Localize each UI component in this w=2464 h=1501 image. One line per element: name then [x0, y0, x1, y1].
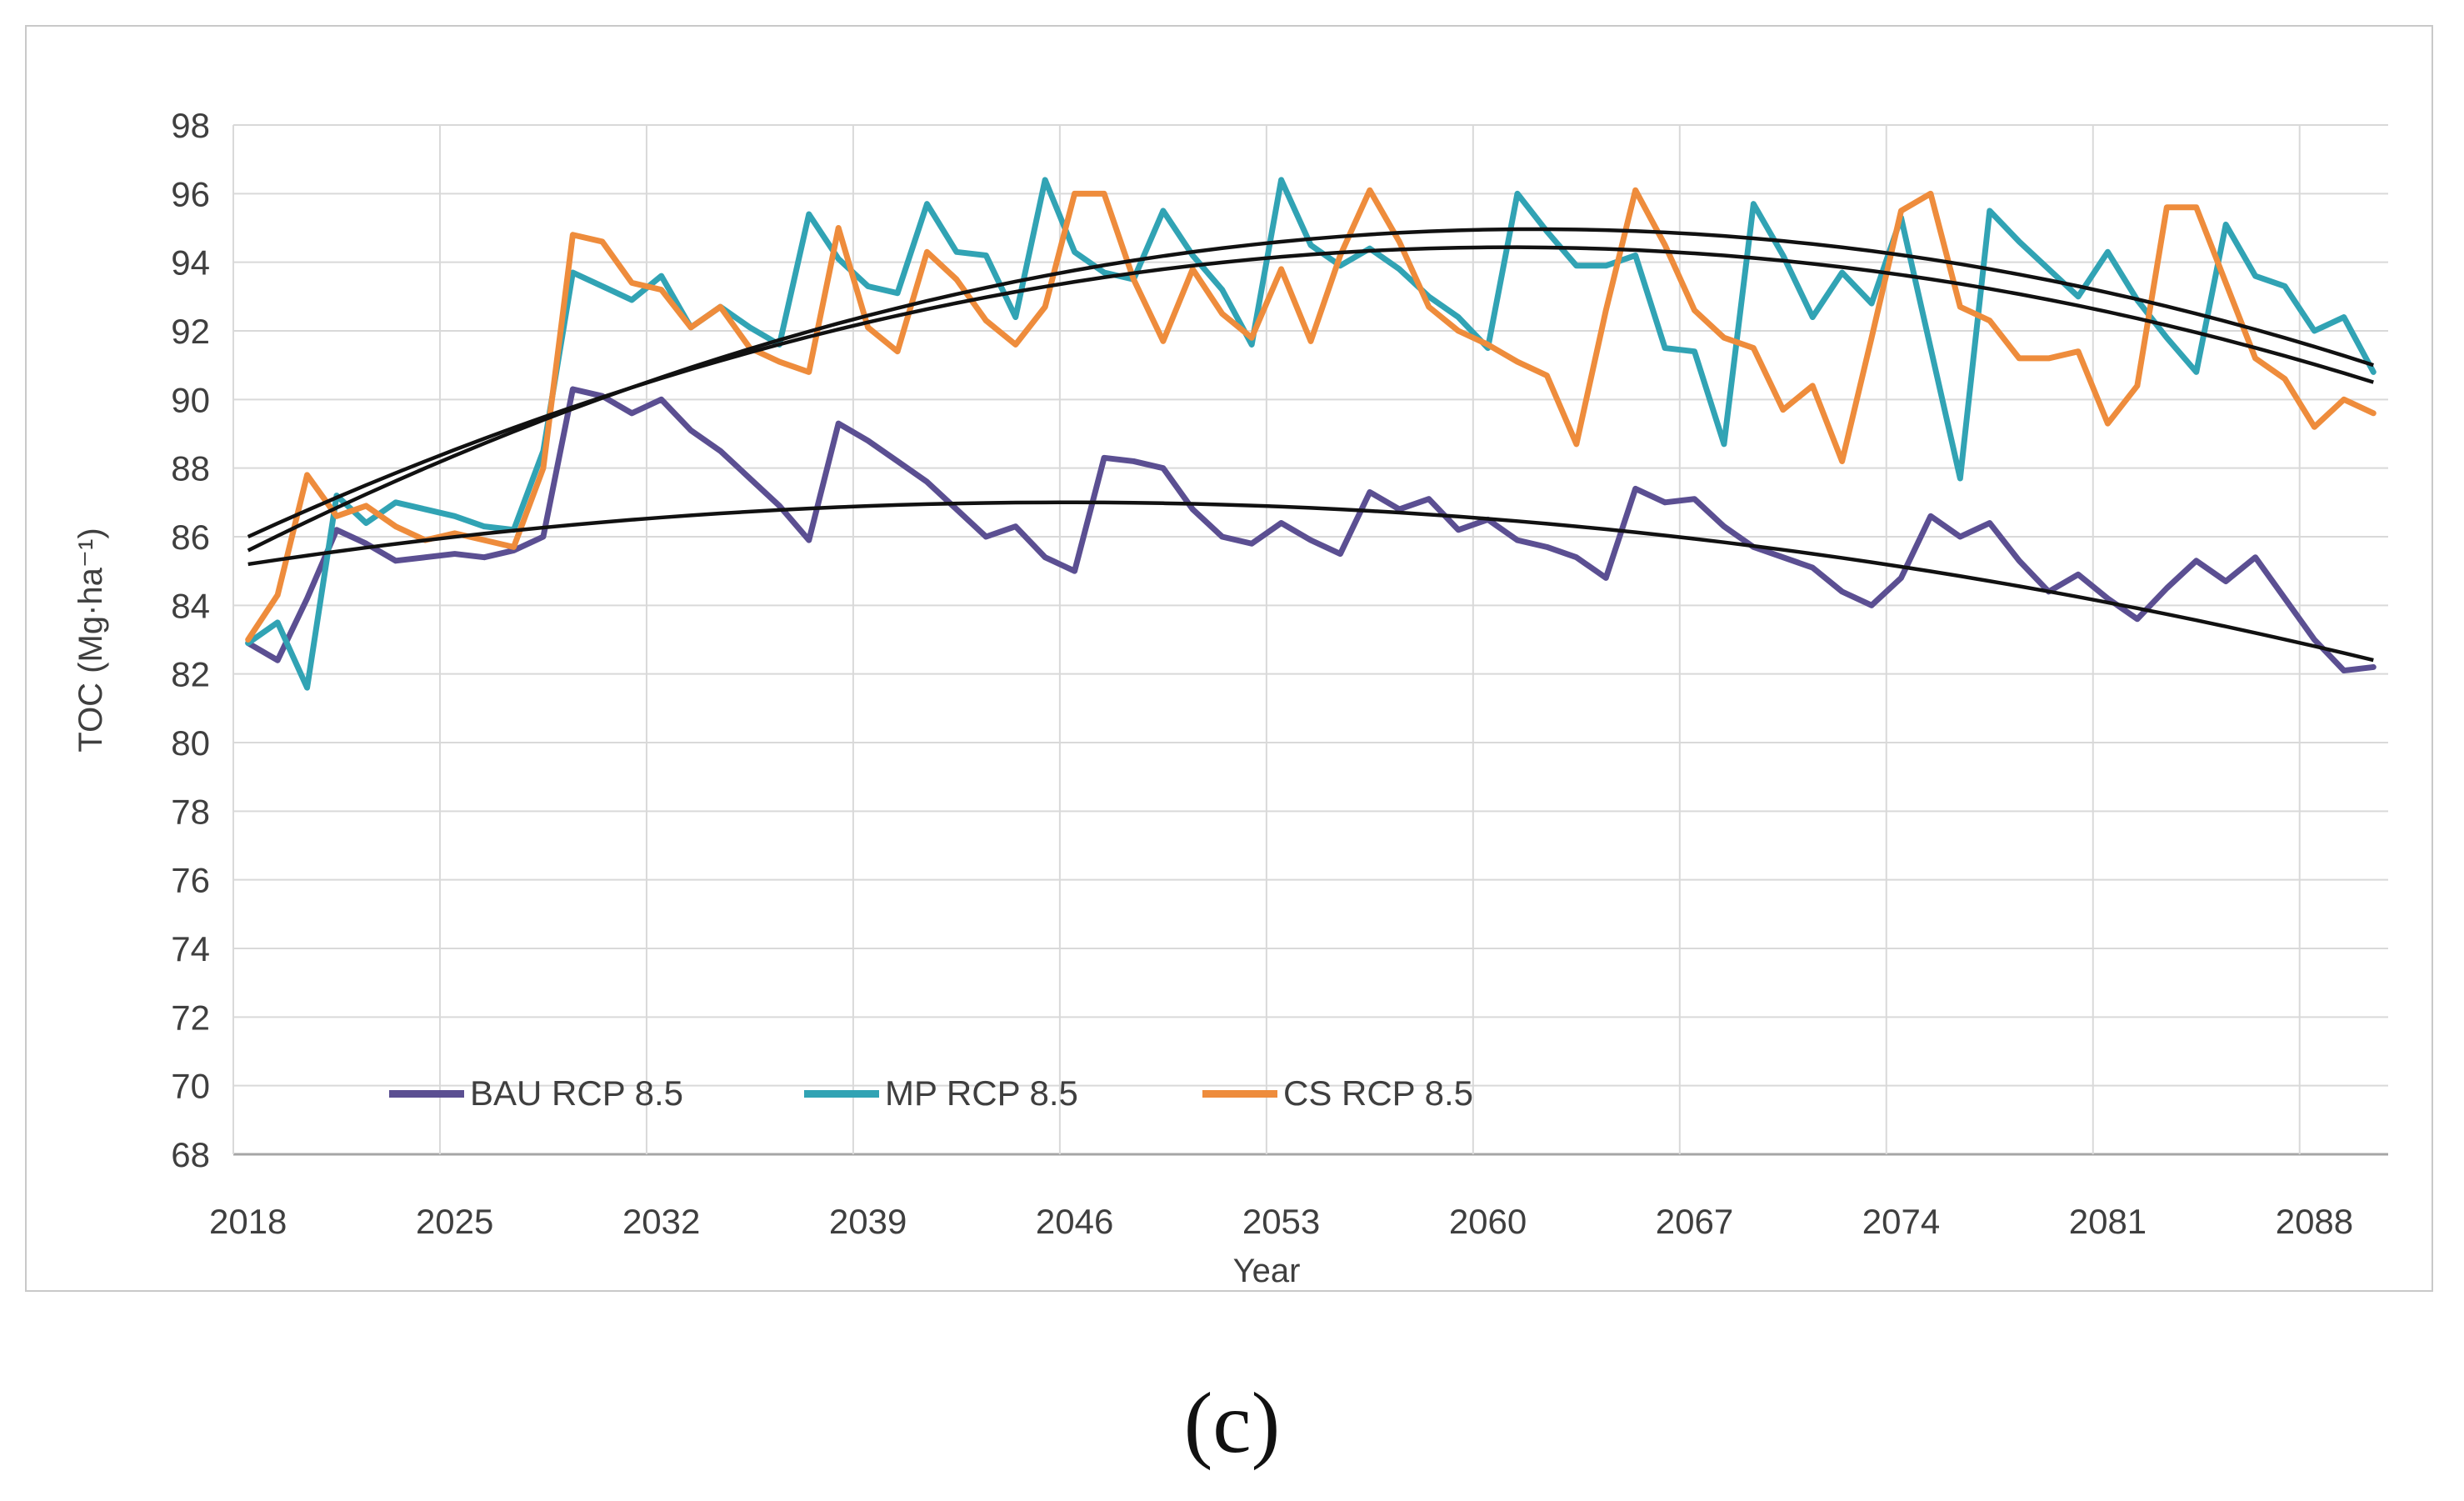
legend-label-cs: CS RCP 8.5: [1283, 1073, 1473, 1113]
y-tick-label: 98: [171, 106, 210, 145]
trendline-bau-rcp-8-5: [247, 500, 2374, 663]
y-tick-label: 84: [171, 586, 210, 625]
x-tick-label: 2018: [209, 1202, 287, 1241]
y-tick-label: 76: [171, 861, 210, 900]
y-tick-label: 72: [171, 998, 210, 1037]
legend-label-mp: MP RCP 8.5: [885, 1073, 1078, 1113]
x-tick-label: 2074: [1862, 1202, 1940, 1241]
y-tick-label: 80: [171, 723, 210, 763]
x-tick-label: 2088: [2276, 1202, 2353, 1241]
x-tick-label: 2039: [829, 1202, 907, 1241]
series-line-cs-rcp-8-5: [245, 187, 2377, 643]
legend-line-mp-icon: [804, 1089, 879, 1098]
x-tick-label: 2032: [622, 1202, 700, 1241]
y-tick-label: 70: [171, 1067, 210, 1106]
chart-panel: [25, 25, 2433, 1292]
figure-caption: (c): [1183, 1375, 1281, 1471]
x-tick-label: 2081: [2069, 1202, 2147, 1241]
y-tick-label: 68: [171, 1135, 210, 1174]
legend-line-cs-icon: [1202, 1089, 1277, 1098]
legend-item-cs: CS RCP 8.5: [1202, 1076, 1473, 1111]
y-tick-label: 88: [171, 449, 210, 488]
y-tick-label: 78: [171, 792, 210, 831]
y-tick-label: 96: [171, 174, 210, 213]
x-tick-label: 2060: [1449, 1202, 1527, 1241]
legend-line-bau-icon: [389, 1089, 464, 1098]
y-tick-label: 92: [171, 312, 210, 351]
legend-item-mp: MP RCP 8.5: [804, 1076, 1078, 1111]
y-tick-label: 74: [171, 929, 210, 968]
series-line-bau-rcp-8-5: [245, 386, 2377, 674]
x-tick-label: 2025: [416, 1202, 493, 1241]
y-tick-label: 90: [171, 380, 210, 419]
x-tick-label: 2067: [1656, 1202, 1733, 1241]
trendline-cs-rcp-8-5: [247, 245, 2374, 539]
legend-item-bau: BAU RCP 8.5: [389, 1076, 683, 1111]
x-tick-label: 2053: [1242, 1202, 1320, 1241]
y-axis-title: TOC (Mg·ha⁻¹): [72, 528, 109, 752]
y-tick-label: 94: [171, 243, 210, 283]
x-axis-title: Year: [1233, 1253, 1301, 1289]
legend-label-bau: BAU RCP 8.5: [470, 1073, 683, 1113]
y-tick-label: 82: [171, 655, 210, 694]
x-tick-label: 2046: [1036, 1202, 1113, 1241]
series-line-mp-rcp-8-5: [245, 177, 2377, 691]
y-tick-label: 86: [171, 518, 210, 557]
